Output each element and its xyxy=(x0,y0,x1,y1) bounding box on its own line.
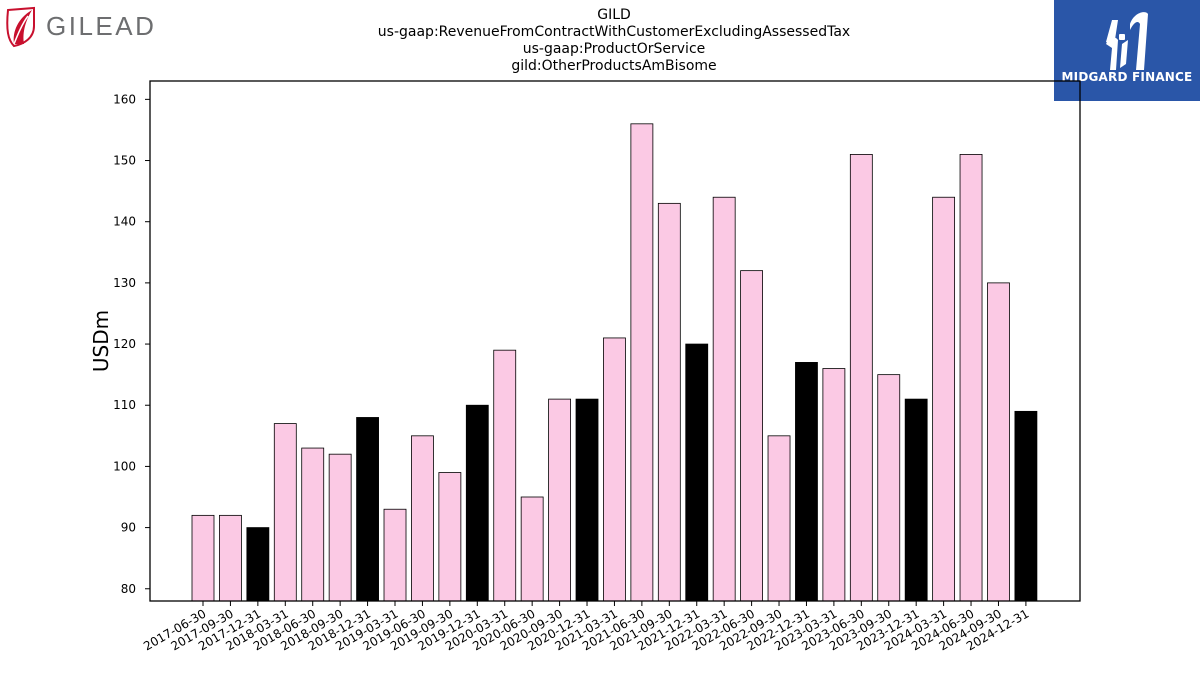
title-line-member: gild:OtherProductsAmBisome xyxy=(511,58,717,74)
y-tick-label: 150 xyxy=(113,154,136,168)
midgard-wordmark: MIDGARD FINANCE xyxy=(1061,70,1193,84)
y-tick-label: 100 xyxy=(113,459,136,473)
bar-2023-12-31 xyxy=(904,398,928,602)
bar-2022-06-30 xyxy=(740,270,763,602)
bar-2017-09-30 xyxy=(219,514,242,602)
midgard-m-icon xyxy=(1106,12,1148,70)
y-tick-label: 160 xyxy=(113,92,136,106)
bar-2019-09-30 xyxy=(438,472,462,602)
bar-2021-06-30 xyxy=(630,123,654,602)
gilead-wordmark: GILEAD xyxy=(46,11,156,41)
bar-2020-03-31 xyxy=(493,349,517,602)
bar-2024-09-30 xyxy=(987,282,1010,602)
x-axis: 2017-06-302017-09-302017-12-312018-03-31… xyxy=(141,601,1031,653)
bar-2017-06-30 xyxy=(191,514,215,602)
y-tick-label: 130 xyxy=(113,276,136,290)
bar-2017-12-31 xyxy=(246,527,270,602)
bar-2023-09-30 xyxy=(877,374,901,602)
y-tick-label: 90 xyxy=(121,521,136,535)
y-tick-label: 80 xyxy=(121,582,136,596)
bar-2019-06-30 xyxy=(411,435,434,602)
y-tick-label: 120 xyxy=(113,337,136,351)
bar-2022-09-30 xyxy=(767,435,791,602)
bar-2021-09-30 xyxy=(657,202,681,602)
gilead-logo: GILEAD xyxy=(0,0,170,56)
bar-2018-12-31 xyxy=(356,417,379,602)
y-tick-label: 110 xyxy=(113,398,136,412)
bar-2023-03-31 xyxy=(822,368,846,602)
bar-2024-06-30 xyxy=(959,154,983,602)
bar-2019-03-31 xyxy=(383,508,407,602)
bar-2020-06-30 xyxy=(520,496,544,602)
bar-2018-03-31 xyxy=(273,423,297,602)
title-line-ticker: GILD xyxy=(597,7,631,23)
bar-2018-09-30 xyxy=(328,453,352,602)
y-axis-label: USDm xyxy=(89,310,113,372)
bar-2024-12-31 xyxy=(1014,410,1038,602)
chart-title: GILD us-gaap:RevenueFromContractWithCust… xyxy=(264,7,964,75)
bar-2022-03-31 xyxy=(712,196,736,602)
title-line-concept: us-gaap:RevenueFromContractWithCustomerE… xyxy=(377,24,851,40)
title-line-axis: us-gaap:ProductOrService xyxy=(522,41,706,57)
y-tick-label: 140 xyxy=(113,215,136,229)
bar-2021-03-31 xyxy=(603,337,626,602)
bar-2019-12-31 xyxy=(465,404,489,602)
bar-2024-03-31 xyxy=(932,196,956,602)
bar-2023-06-30 xyxy=(849,154,873,602)
bar-2020-12-31 xyxy=(575,398,599,602)
bar-2021-12-31 xyxy=(685,343,709,602)
bar-2018-06-30 xyxy=(301,447,325,602)
bar-2022-12-31 xyxy=(795,362,818,602)
plot-frame xyxy=(149,80,1081,602)
bar-2020-09-30 xyxy=(548,398,571,602)
y-axis: 80 90 100 110 120 130 140 150 160 xyxy=(113,92,150,596)
bars-group xyxy=(191,123,1038,602)
gilead-leaf-icon xyxy=(6,6,35,48)
midgard-finance-logo: MIDGARD FINANCE xyxy=(1054,0,1200,101)
